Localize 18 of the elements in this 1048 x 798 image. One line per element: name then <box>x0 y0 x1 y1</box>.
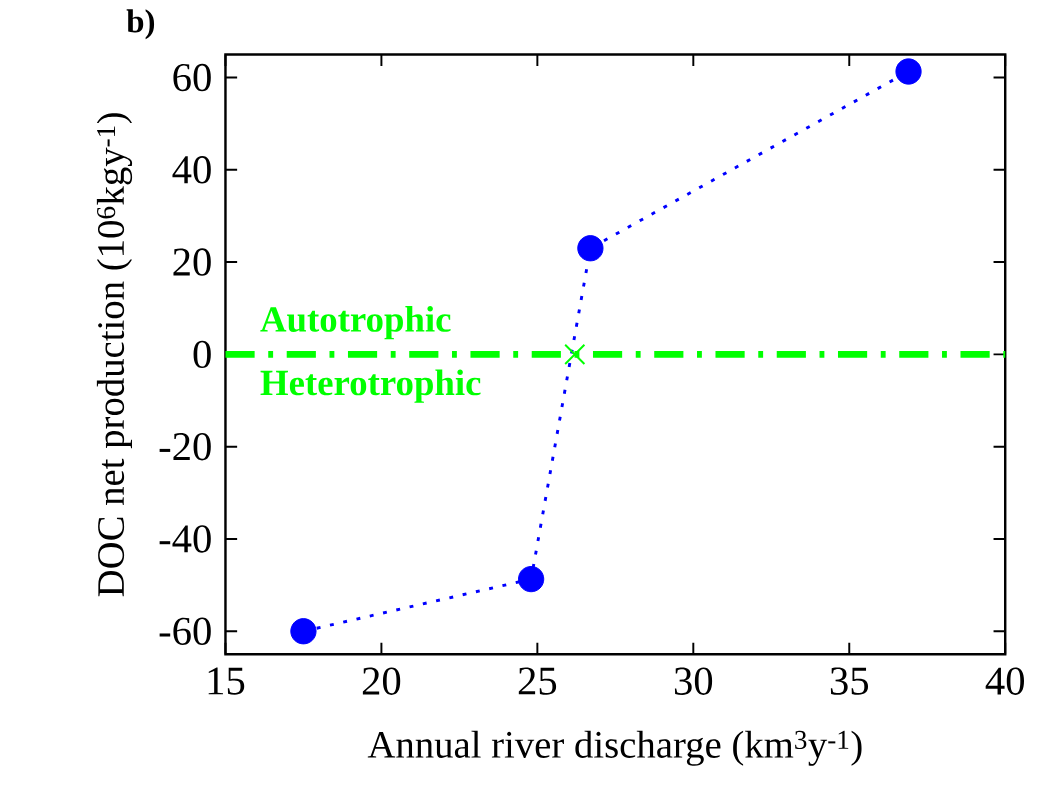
annotation: Autotrophic <box>260 305 451 340</box>
annotation: Heterotrophic <box>260 369 481 403</box>
x-tick-label: 35 <box>830 667 869 695</box>
text: b) <box>126 9 155 40</box>
y-tick-label: -40 <box>159 525 211 553</box>
y-tick-label: 0 <box>193 340 211 368</box>
x-tick-label: 40 <box>985 667 1025 695</box>
y-tick-label: 60 <box>173 63 211 92</box>
y-tick-label: 20 <box>173 248 211 276</box>
y-tick-label: -60 <box>159 617 211 645</box>
x-tick-label: 20 <box>362 667 401 695</box>
x-axis-title: Annual river discharge (km$^{3}$y$^{-1}$) <box>367 730 862 766</box>
x-tick-label: 25 <box>518 667 557 695</box>
x-tick-label: 15 <box>208 667 245 695</box>
y-axis-title: DOC net production (10$^{6}$kgy$^{-1}$) <box>96 113 133 597</box>
x-tick-label: 30 <box>674 667 713 695</box>
y-tick-label: 40 <box>172 155 211 184</box>
y-tick-label: -20 <box>159 432 211 461</box>
